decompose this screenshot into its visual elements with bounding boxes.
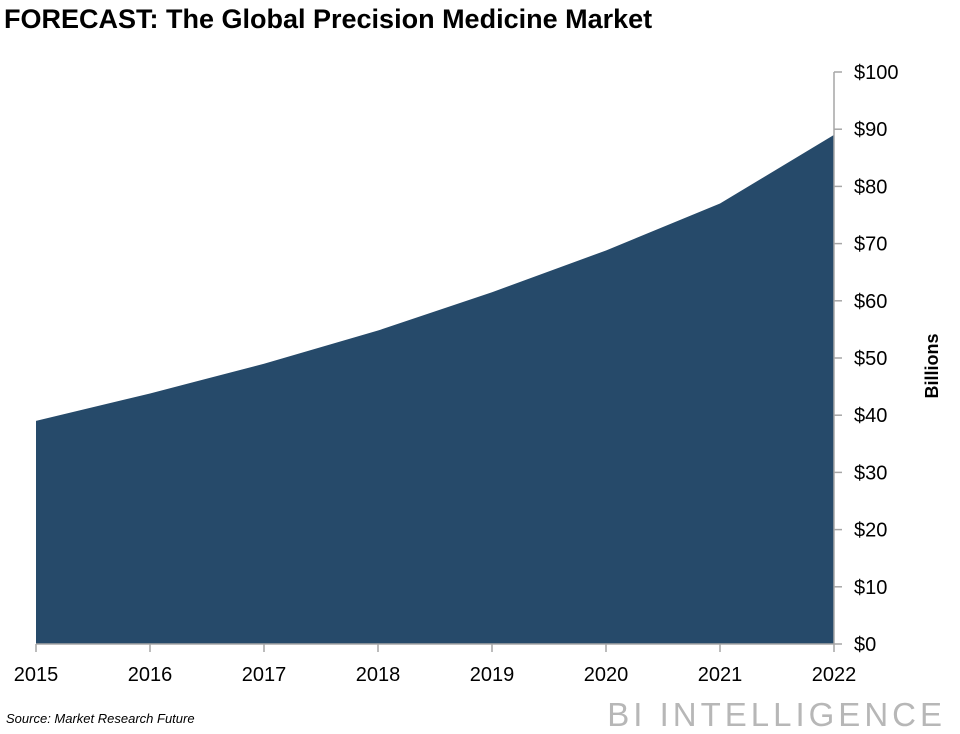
y-tick-label: $80 [854, 176, 887, 198]
y-tick-label: $90 [854, 119, 887, 141]
y-axis: $0 $10 $20 $30 $40 $50 $60 $70 $80 $90 $100 [833, 62, 899, 656]
x-axis-ticks: 2015 2016 2017 2018 2019 2020 2021 2022 [14, 643, 857, 686]
area-layer [36, 134, 834, 645]
chart-title: FORECAST: The Global Precision Medicine … [4, 4, 653, 34]
area-series [36, 134, 834, 645]
y-tick-label: $10 [854, 577, 887, 599]
x-tick-label: 2015 [14, 664, 59, 686]
y-tick-label: $50 [854, 348, 887, 370]
y-tick-label: $40 [854, 405, 887, 427]
y-tick-label: $30 [854, 462, 887, 484]
y-tick-label: $0 [854, 634, 876, 656]
x-tick-label: 2016 [128, 664, 173, 686]
bi-intelligence-logo: BI INTELLIGENCE [607, 696, 946, 733]
x-tick-label: 2018 [356, 664, 401, 686]
y-tick-label: $60 [854, 291, 887, 313]
y-tick-label: $100 [854, 62, 899, 84]
y-axis-label: Billions [922, 333, 942, 398]
x-tick-label: 2022 [812, 664, 857, 686]
source-note: Source: Market Research Future [6, 711, 195, 726]
y-tick-label: $20 [854, 520, 887, 542]
y-tick-label: $70 [854, 234, 887, 256]
x-tick-label: 2021 [698, 664, 743, 686]
x-tick-label: 2020 [584, 664, 629, 686]
x-tick-label: 2017 [242, 664, 287, 686]
x-tick-label: 2019 [470, 664, 515, 686]
